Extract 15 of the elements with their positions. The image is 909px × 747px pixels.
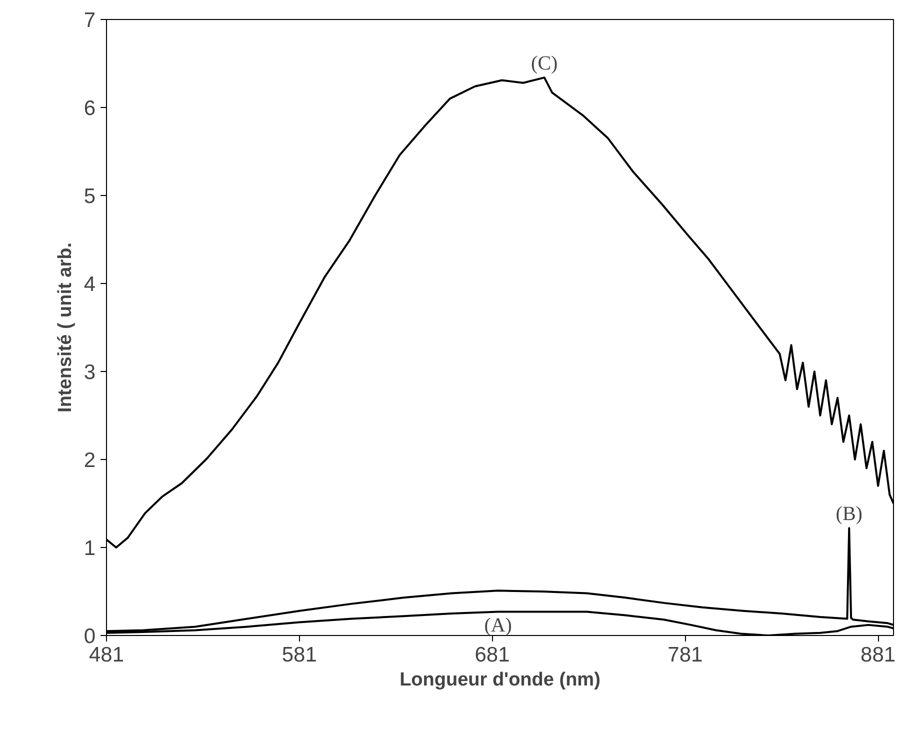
x-tick-label: 881 <box>860 644 896 666</box>
x-axis-title: Longueur d'onde (nm) <box>400 670 600 690</box>
y-tick-label: 5 <box>84 185 96 208</box>
x-tick-label: 581 <box>282 644 317 666</box>
y-axis-title: Intensité ( unit arb. <box>54 242 76 412</box>
y-tick-label: 7 <box>84 9 96 32</box>
series-label: (C) <box>531 52 558 75</box>
x-tick-label: 781 <box>668 644 703 666</box>
x-tick-label: 681 <box>474 644 510 666</box>
series-label: (B) <box>836 503 862 526</box>
y-tick-label: 1 <box>84 537 96 560</box>
y-tick-label: 4 <box>84 273 96 296</box>
y-tick-label: 2 <box>84 449 96 472</box>
y-tick-label: 6 <box>84 97 96 120</box>
y-tick-label: 3 <box>84 361 96 384</box>
